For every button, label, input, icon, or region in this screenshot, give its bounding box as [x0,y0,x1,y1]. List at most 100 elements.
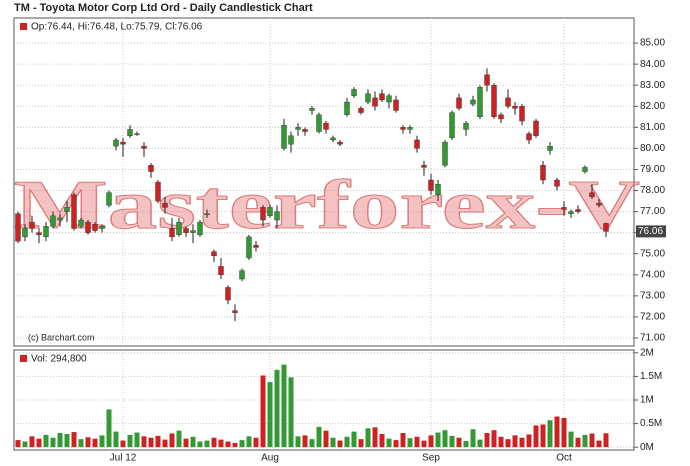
volume-bar [71,432,77,448]
chart-title: TM - Toyota Motor Corp Ltd Ord - Daily C… [14,2,313,14]
price-legend: Op:76.44, Hi:76.48, Lo:75.79, Cl:76.06 [31,22,203,33]
volume-bar [190,436,196,448]
candle-body [43,226,49,238]
candle-body [260,207,266,221]
volume-bar [470,429,476,448]
volume-bar [449,435,455,448]
candle-body [358,108,364,113]
candle-body [295,127,301,130]
volume-bar [197,441,203,448]
volume-bar [134,432,140,448]
volume-bar [29,436,35,448]
candle-body [589,192,595,198]
candle-body [533,120,539,136]
candle-body [127,129,133,136]
volume-bar [232,442,238,448]
y-tick-label: 79.00 [640,164,665,175]
volume-bar [57,433,63,448]
candle-body [414,139,420,149]
candle-body [575,209,581,212]
volume-bar [519,437,525,448]
volume-bar [407,438,413,448]
y-tick-label: 75.00 [640,248,665,259]
candle-body [134,133,140,135]
candle-body [372,97,378,107]
volume-bar [358,439,364,448]
volume-bar [155,435,161,448]
candle-body [568,211,574,214]
candle-body [78,219,84,227]
volume-bar [393,440,399,448]
volume-bar [351,431,357,448]
candle-body [400,127,406,130]
y-tick-label: 84.00 [640,59,665,70]
last-price-label: 76.06 [638,226,663,237]
candle-body [225,287,231,301]
volume-bar [267,382,273,448]
volume-bar [379,433,385,448]
volume-bar [547,420,553,448]
candle-body [239,270,245,280]
candle-body [603,223,609,232]
candle-body [106,192,112,206]
candle-body [15,213,21,242]
candle-body [29,221,35,229]
y-tick-label: 71.00 [640,333,665,344]
candle-body [71,194,77,229]
candle-body [232,310,238,313]
last-price-box [636,225,666,238]
candle-body [176,221,182,235]
candle-body [85,221,91,233]
y-tick-label: 78.00 [640,185,665,196]
y-tick-label: 77.00 [640,206,665,217]
volume-bar [330,437,336,448]
volume-bar [316,426,322,448]
volume-bar [337,440,343,448]
volume-bar [309,439,315,448]
volume-bar [43,434,49,448]
candle-body [211,251,217,257]
candle-body [435,184,441,195]
y-tick-label: 80.00 [640,143,665,154]
candle-body [337,141,343,145]
candle-body [477,87,483,118]
volume-bar [400,433,406,448]
candle-body [540,165,546,181]
volume-bar [386,438,392,448]
volume-bar [64,433,70,448]
volume-bar [22,441,28,448]
candle-body [22,228,28,238]
candle-body [547,146,553,151]
candle-body [351,89,357,96]
volume-bar [561,417,567,448]
watermark: Masterforex-V [14,167,640,244]
volume-bar [113,431,119,448]
volume-bar [253,437,259,448]
volume-bar [218,439,224,448]
volume-bar [477,439,483,448]
candle-body [561,207,567,210]
candle-body [596,202,602,206]
candle-body [498,114,504,120]
candle-body [512,106,518,109]
volume-bar [344,436,350,448]
x-tick-label: Sep [422,453,440,464]
candle-body [309,108,315,111]
candle-body [50,215,56,227]
y-tick-label: 74.00 [640,269,665,280]
candle-body [113,139,119,147]
volume-bar [421,440,427,448]
volume-bar [106,409,112,448]
y-tick-label: 2M [640,347,654,358]
y-tick-label: 82.00 [640,101,665,112]
candle-body [491,85,497,118]
y-tick-label: 72.00 [640,312,665,323]
candle-body [365,93,371,103]
candle-body [246,236,252,259]
candle-body [344,101,350,115]
legend-swatch [20,23,27,30]
candle-body [218,266,224,275]
volume-bar [596,440,602,448]
volume-bar [456,437,462,448]
volume-bar [484,433,490,448]
